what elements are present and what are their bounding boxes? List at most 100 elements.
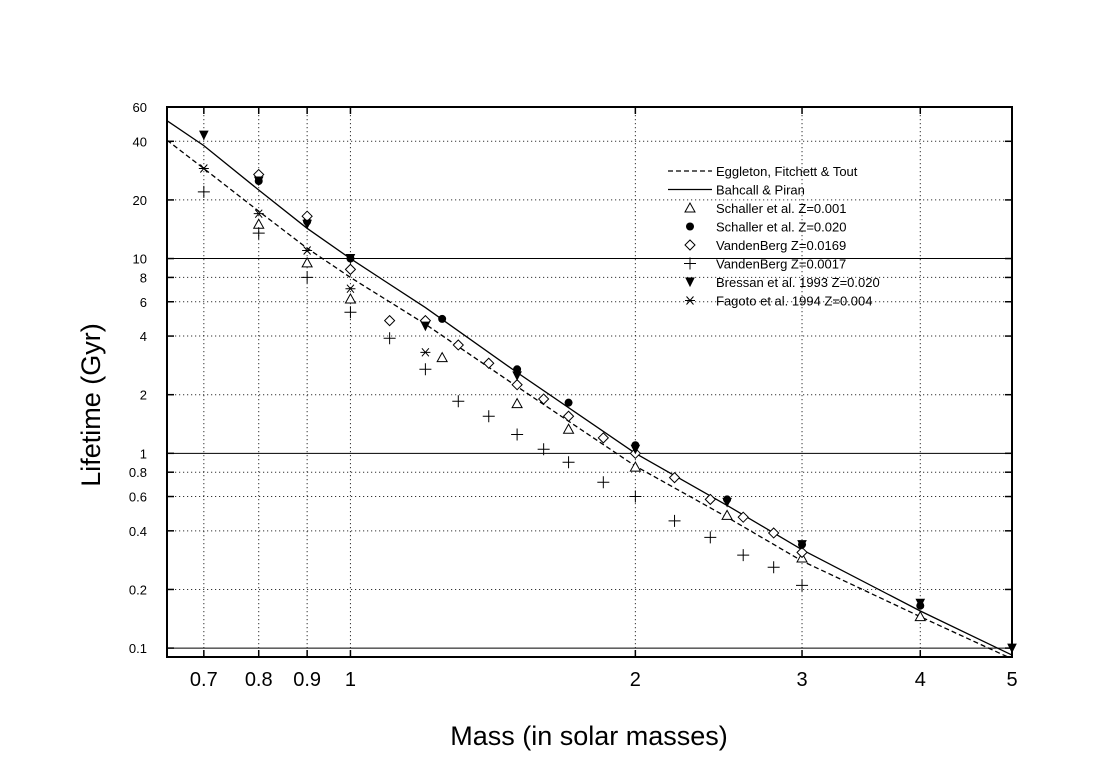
- series-asterisk: [198, 164, 431, 357]
- y-tick-label: 40: [133, 134, 147, 149]
- legend-marker-swatch: [684, 201, 696, 213]
- x-tick-label: 5: [1006, 669, 1017, 691]
- legend-label: VandenBerg Z=0.0169: [716, 238, 846, 253]
- data-point-plus: [537, 443, 550, 456]
- data-point-triangle-down-filled: [420, 321, 431, 332]
- data-point-diamond-open: [452, 339, 464, 351]
- data-point-plus: [197, 185, 210, 198]
- series-triangle-down-filled: [199, 130, 1017, 654]
- data-point-triangle-open: [511, 397, 523, 409]
- y-tick-label: 0.4: [129, 524, 147, 539]
- series-diamond-open: [253, 168, 808, 559]
- data-point-circle-filled: [513, 365, 522, 374]
- data-point-diamond-open: [383, 314, 396, 327]
- data-point-plus: [767, 561, 780, 574]
- x-tick-label: 2: [630, 669, 641, 691]
- legend-label: Schaller et al. Z=0.020: [716, 220, 846, 235]
- data-point-triangle-down-filled: [797, 540, 807, 550]
- data-point-plus: [301, 271, 314, 284]
- data-point-diamond-open: [483, 357, 495, 369]
- data-point-plus: [704, 531, 717, 544]
- data-point-plus: [562, 456, 575, 469]
- legend-label: Fagoto et al. 1994 Z=0.004: [716, 294, 872, 309]
- data-point-triangle-open: [629, 461, 642, 472]
- y-tick-label: 2: [140, 388, 147, 403]
- data-point-asterisk: [198, 164, 209, 173]
- data-point-plus: [419, 363, 432, 376]
- legend-marker-swatch: [684, 257, 696, 270]
- data-point-diamond-open: [796, 546, 808, 559]
- data-point-diamond-open: [767, 527, 780, 539]
- legend-marker-swatch: [685, 296, 695, 305]
- data-point-diamond-open: [597, 432, 610, 444]
- data-point-diamond-open: [511, 379, 523, 391]
- data-point-plus: [383, 332, 396, 345]
- data-point-triangle-down-filled: [199, 130, 209, 141]
- x-tick-label: 3: [796, 669, 807, 691]
- data-point-plus: [511, 428, 524, 441]
- y-tick-label: 60: [133, 100, 147, 115]
- data-point-plus: [668, 514, 681, 527]
- data-point-asterisk: [420, 348, 431, 357]
- legend-marker-swatch: [684, 239, 696, 251]
- series-triangle-open: [252, 218, 927, 622]
- data-point-plus: [737, 549, 750, 562]
- data-point-diamond-open: [537, 393, 550, 405]
- data-point-triangle-down-filled: [512, 371, 522, 381]
- data-point-triangle-open: [344, 292, 357, 304]
- y-tick-label: 0.1: [129, 641, 147, 656]
- data-point-triangle-open: [721, 509, 733, 520]
- data-points: [197, 130, 1017, 654]
- y-tick-label: 6: [140, 295, 147, 310]
- legend-label: VandenBerg Z=0.0017: [716, 257, 846, 272]
- axis-ticks: 0.1 0.2 0.4 0.6 0.8 1 2 4 6 8 10 20 40 60 0.7 0.8 0.9 1 2 3…: [129, 100, 1018, 691]
- legend-marker-swatch: [685, 277, 695, 288]
- data-point-plus: [597, 476, 610, 489]
- data-point-asterisk: [302, 246, 313, 255]
- data-point-diamond-open: [668, 471, 681, 484]
- data-point-triangle-down-filled: [722, 497, 732, 508]
- data-point-circle-filled: [564, 398, 573, 407]
- x-tick-label: 0.7: [190, 669, 218, 691]
- data-point-triangle-open: [436, 351, 449, 363]
- data-point-plus: [344, 306, 357, 319]
- y-tick-label: 4: [140, 329, 147, 344]
- y-tick-label: 20: [133, 193, 147, 208]
- data-point-triangle-open: [562, 423, 575, 434]
- y-tick-label: 8: [140, 270, 147, 285]
- data-point-plus: [796, 579, 809, 592]
- series-plus: [197, 185, 809, 592]
- y-tick-label: 0.8: [129, 465, 147, 480]
- data-point-plus: [252, 227, 265, 240]
- data-point-plus: [452, 395, 465, 408]
- legend-marker-swatch: [686, 222, 694, 231]
- data-point-diamond-open: [737, 511, 749, 523]
- data-point-diamond-open: [704, 493, 717, 506]
- x-tick-label: 4: [915, 669, 926, 691]
- data-point-diamond-open: [344, 263, 357, 276]
- data-point-triangle-open: [301, 256, 313, 268]
- data-point-triangle-open: [914, 610, 927, 622]
- data-point-diamond-open: [562, 410, 575, 422]
- data-point-triangle-down-filled: [915, 598, 926, 609]
- legend-label: Schaller et al. Z=0.001: [716, 201, 846, 216]
- data-point-triangle-down-filled: [630, 444, 641, 455]
- y-tick-label: 0.6: [129, 490, 147, 505]
- data-point-circle-filled: [438, 314, 447, 323]
- plot-frame: [166, 106, 1013, 658]
- data-point-plus: [629, 490, 642, 503]
- y-tick-label: 10: [133, 252, 147, 267]
- y-axis-title: Lifetime (Gyr): [76, 323, 106, 487]
- legend-label: Eggleton, Fitchett & Tout: [716, 164, 858, 179]
- x-tick-label: 0.8: [245, 669, 273, 691]
- data-point-triangle-down-filled: [345, 254, 356, 264]
- legend: Eggleton, Fitchett & Tout Bahcall & Piran…: [668, 164, 880, 309]
- data-point-triangle-down-filled: [302, 219, 312, 230]
- eggleton-curve: [167, 139, 1010, 657]
- x-tick-label: 0.9: [293, 669, 321, 691]
- y-tick-label: 1: [140, 446, 147, 461]
- data-point-asterisk: [253, 209, 264, 219]
